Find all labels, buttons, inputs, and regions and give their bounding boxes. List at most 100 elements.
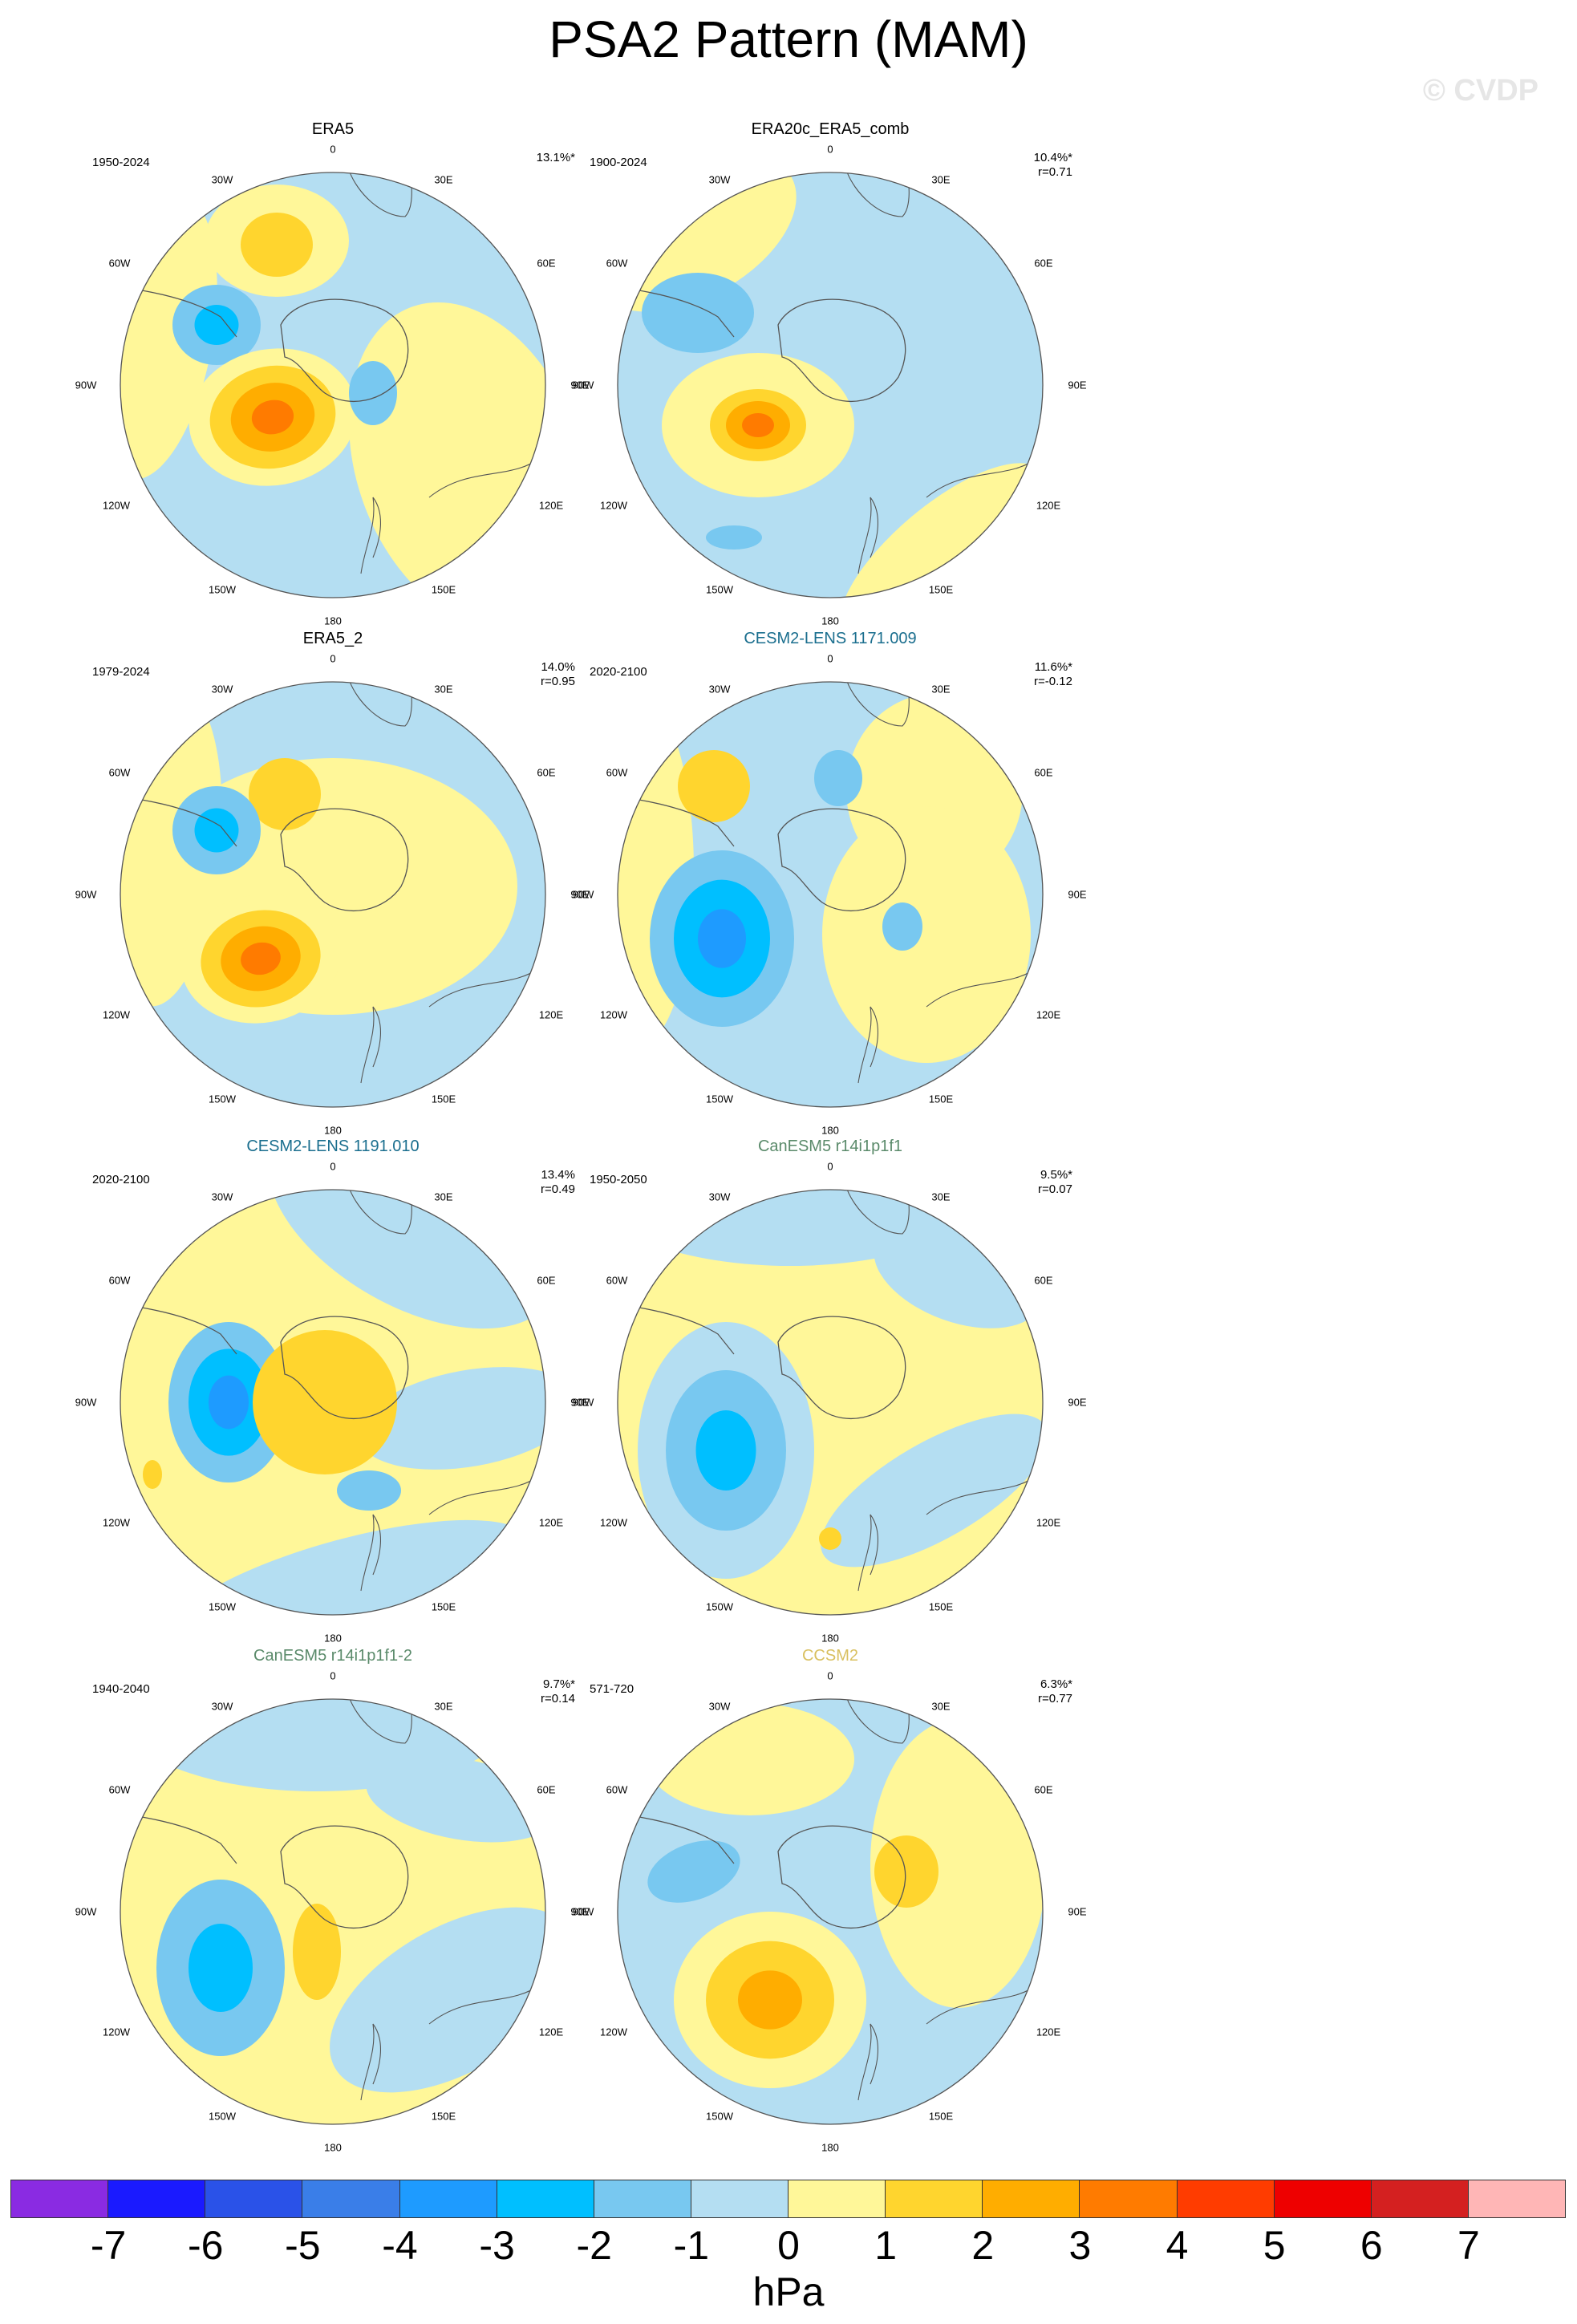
panel-period: 1940-2040 (92, 1682, 150, 1696)
longitude-label: 150W (209, 1600, 236, 1613)
colorbar-tick-label: -3 (479, 2223, 515, 2268)
longitude-label: 60W (108, 257, 131, 270)
longitude-label: 120E (538, 499, 564, 512)
figure-title: PSA2 Pattern (MAM) (549, 10, 1028, 68)
longitude-label: 120E (538, 1516, 564, 1529)
longitude-label: 180 (821, 1124, 839, 1137)
colorbar-cell (302, 2180, 400, 2218)
colorbar-tick-label: -5 (285, 2223, 321, 2268)
longitude-label: 120E (538, 1008, 564, 1021)
longitude-label: 60W (108, 1274, 131, 1287)
longitude-label: 120E (538, 2026, 564, 2038)
longitude-label: 0 (827, 143, 833, 156)
longitude-label: 120W (103, 2026, 130, 2038)
colorbar-tick-label: -1 (673, 2223, 710, 2268)
longitude-label: 150E (928, 583, 954, 596)
colorbar-tick-label: 0 (777, 2223, 800, 2268)
map-panel: ERA5_2 1979-2024 14.0% r=0.95 0 180 30W 30E 60W… (75, 630, 590, 1137)
longitude-label: 90W (572, 1905, 594, 1918)
longitude-label: 120W (600, 499, 627, 512)
longitude-label: 60E (1034, 257, 1053, 270)
longitude-label: 30W (211, 1190, 233, 1203)
longitude-label: 180 (324, 1124, 342, 1137)
panel-stats: 13.1%* (536, 151, 575, 164)
panel-stats: 9.7%* r=0.14 (541, 1677, 575, 1705)
longitude-label: 90W (75, 1905, 97, 1918)
longitude-label: 30W (211, 173, 233, 186)
longitude-label: 150E (431, 1600, 456, 1613)
longitude-label: 60W (108, 1783, 131, 1796)
longitude-label: 120E (1036, 2026, 1061, 2038)
panel-title: ERA5_2 (302, 630, 363, 647)
longitude-label: 90W (75, 888, 97, 901)
longitude-label: 180 (821, 1632, 839, 1645)
cvdp-watermark: © CVDP (1422, 74, 1538, 107)
colorbar-cell (593, 2180, 691, 2218)
colorbar-tick-label: 4 (1166, 2223, 1189, 2268)
colorbar-cell (1176, 2180, 1275, 2218)
longitude-label: 90E (1068, 888, 1087, 901)
colorbar-cell (496, 2180, 594, 2218)
longitude-label: 30W (708, 1190, 731, 1203)
panel-title: CCSM2 (801, 1647, 858, 1665)
map-panel: ERA5 1950-2024 13.1%* 0 180 30W 30E 60W 60E 90W 90… (75, 120, 590, 627)
longitude-label: 90E (1068, 1905, 1087, 1918)
longitude-label: 150E (928, 1093, 954, 1105)
panel-title: CESM2-LENS 1191.010 (246, 1138, 420, 1155)
longitude-label: 0 (827, 1160, 833, 1173)
longitude-label: 180 (821, 614, 839, 627)
longitude-label: 90W (75, 1396, 97, 1409)
longitude-label: 180 (324, 614, 342, 627)
colorbar-cell (1079, 2180, 1178, 2218)
polar-map (120, 1189, 546, 1616)
longitude-label: 0 (330, 652, 336, 665)
panel-stats: 9.5%* r=0.07 (1038, 1168, 1072, 1196)
longitude-label: 60W (606, 257, 628, 270)
longitude-label: 30E (931, 1700, 951, 1713)
longitude-label: 120W (103, 499, 130, 512)
longitude-label: 0 (827, 652, 833, 665)
panel-title: ERA5 (311, 120, 355, 138)
longitude-label: 90E (570, 888, 590, 901)
longitude-label: 90W (572, 1396, 594, 1409)
longitude-label: 0 (330, 1669, 336, 1682)
longitude-label: 60W (606, 1274, 628, 1287)
panel-period: 1950-2050 (590, 1173, 647, 1186)
longitude-label: 150E (928, 2110, 954, 2123)
panel-stats: 10.4%* r=0.71 (1033, 151, 1072, 179)
longitude-label: 30E (931, 683, 951, 696)
longitude-label: 150E (431, 583, 456, 596)
longitude-label: 60W (108, 766, 131, 779)
longitude-label: 150W (706, 1600, 733, 1613)
colorbar-tick-label: -6 (188, 2223, 224, 2268)
longitude-label: 30W (211, 1700, 233, 1713)
longitude-label: 30E (434, 1190, 453, 1203)
map-panel: CanESM5 r14i1p1f1 1950-2050 9.5%* r=0.07 0 1… (572, 1138, 1087, 1645)
longitude-label: 180 (821, 2141, 839, 2154)
colorbar-tick-label: 2 (971, 2223, 995, 2268)
longitude-label: 30E (931, 1190, 951, 1203)
polar-map (120, 681, 546, 1108)
panel-title: CESM2-LENS 1171.009 (744, 630, 917, 647)
longitude-label: 30E (434, 683, 453, 696)
longitude-label: 60W (606, 766, 628, 779)
longitude-label: 60E (537, 1783, 556, 1796)
colorbar-tick-label: 6 (1360, 2223, 1383, 2268)
longitude-label: 150W (706, 583, 733, 596)
colorbar-cell (205, 2180, 303, 2218)
colorbar-cell (107, 2180, 206, 2218)
longitude-label: 60W (606, 1783, 628, 1796)
polar-map (120, 1698, 546, 2125)
panel-stats: 11.6%* r=-0.12 (1034, 660, 1072, 688)
polar-map (617, 1698, 1044, 2125)
longitude-label: 60E (1034, 1274, 1053, 1287)
longitude-label: 30E (434, 173, 453, 186)
map-panel: ERA20c_ERA5_comb 1900-2024 10.4%* r=0.71 0 1… (573, 120, 1087, 627)
map-panel: CCSM2 571-720 6.3%* r=0.77 0 180 30W 30E 60W 60E… (572, 1647, 1087, 2154)
panel-period: 2020-2100 (92, 1173, 150, 1186)
longitude-label: 0 (330, 1160, 336, 1173)
longitude-label: 0 (827, 1669, 833, 1682)
longitude-label: 30E (931, 173, 951, 186)
colorbar-tick-label: -2 (576, 2223, 612, 2268)
longitude-label: 90W (572, 888, 594, 901)
